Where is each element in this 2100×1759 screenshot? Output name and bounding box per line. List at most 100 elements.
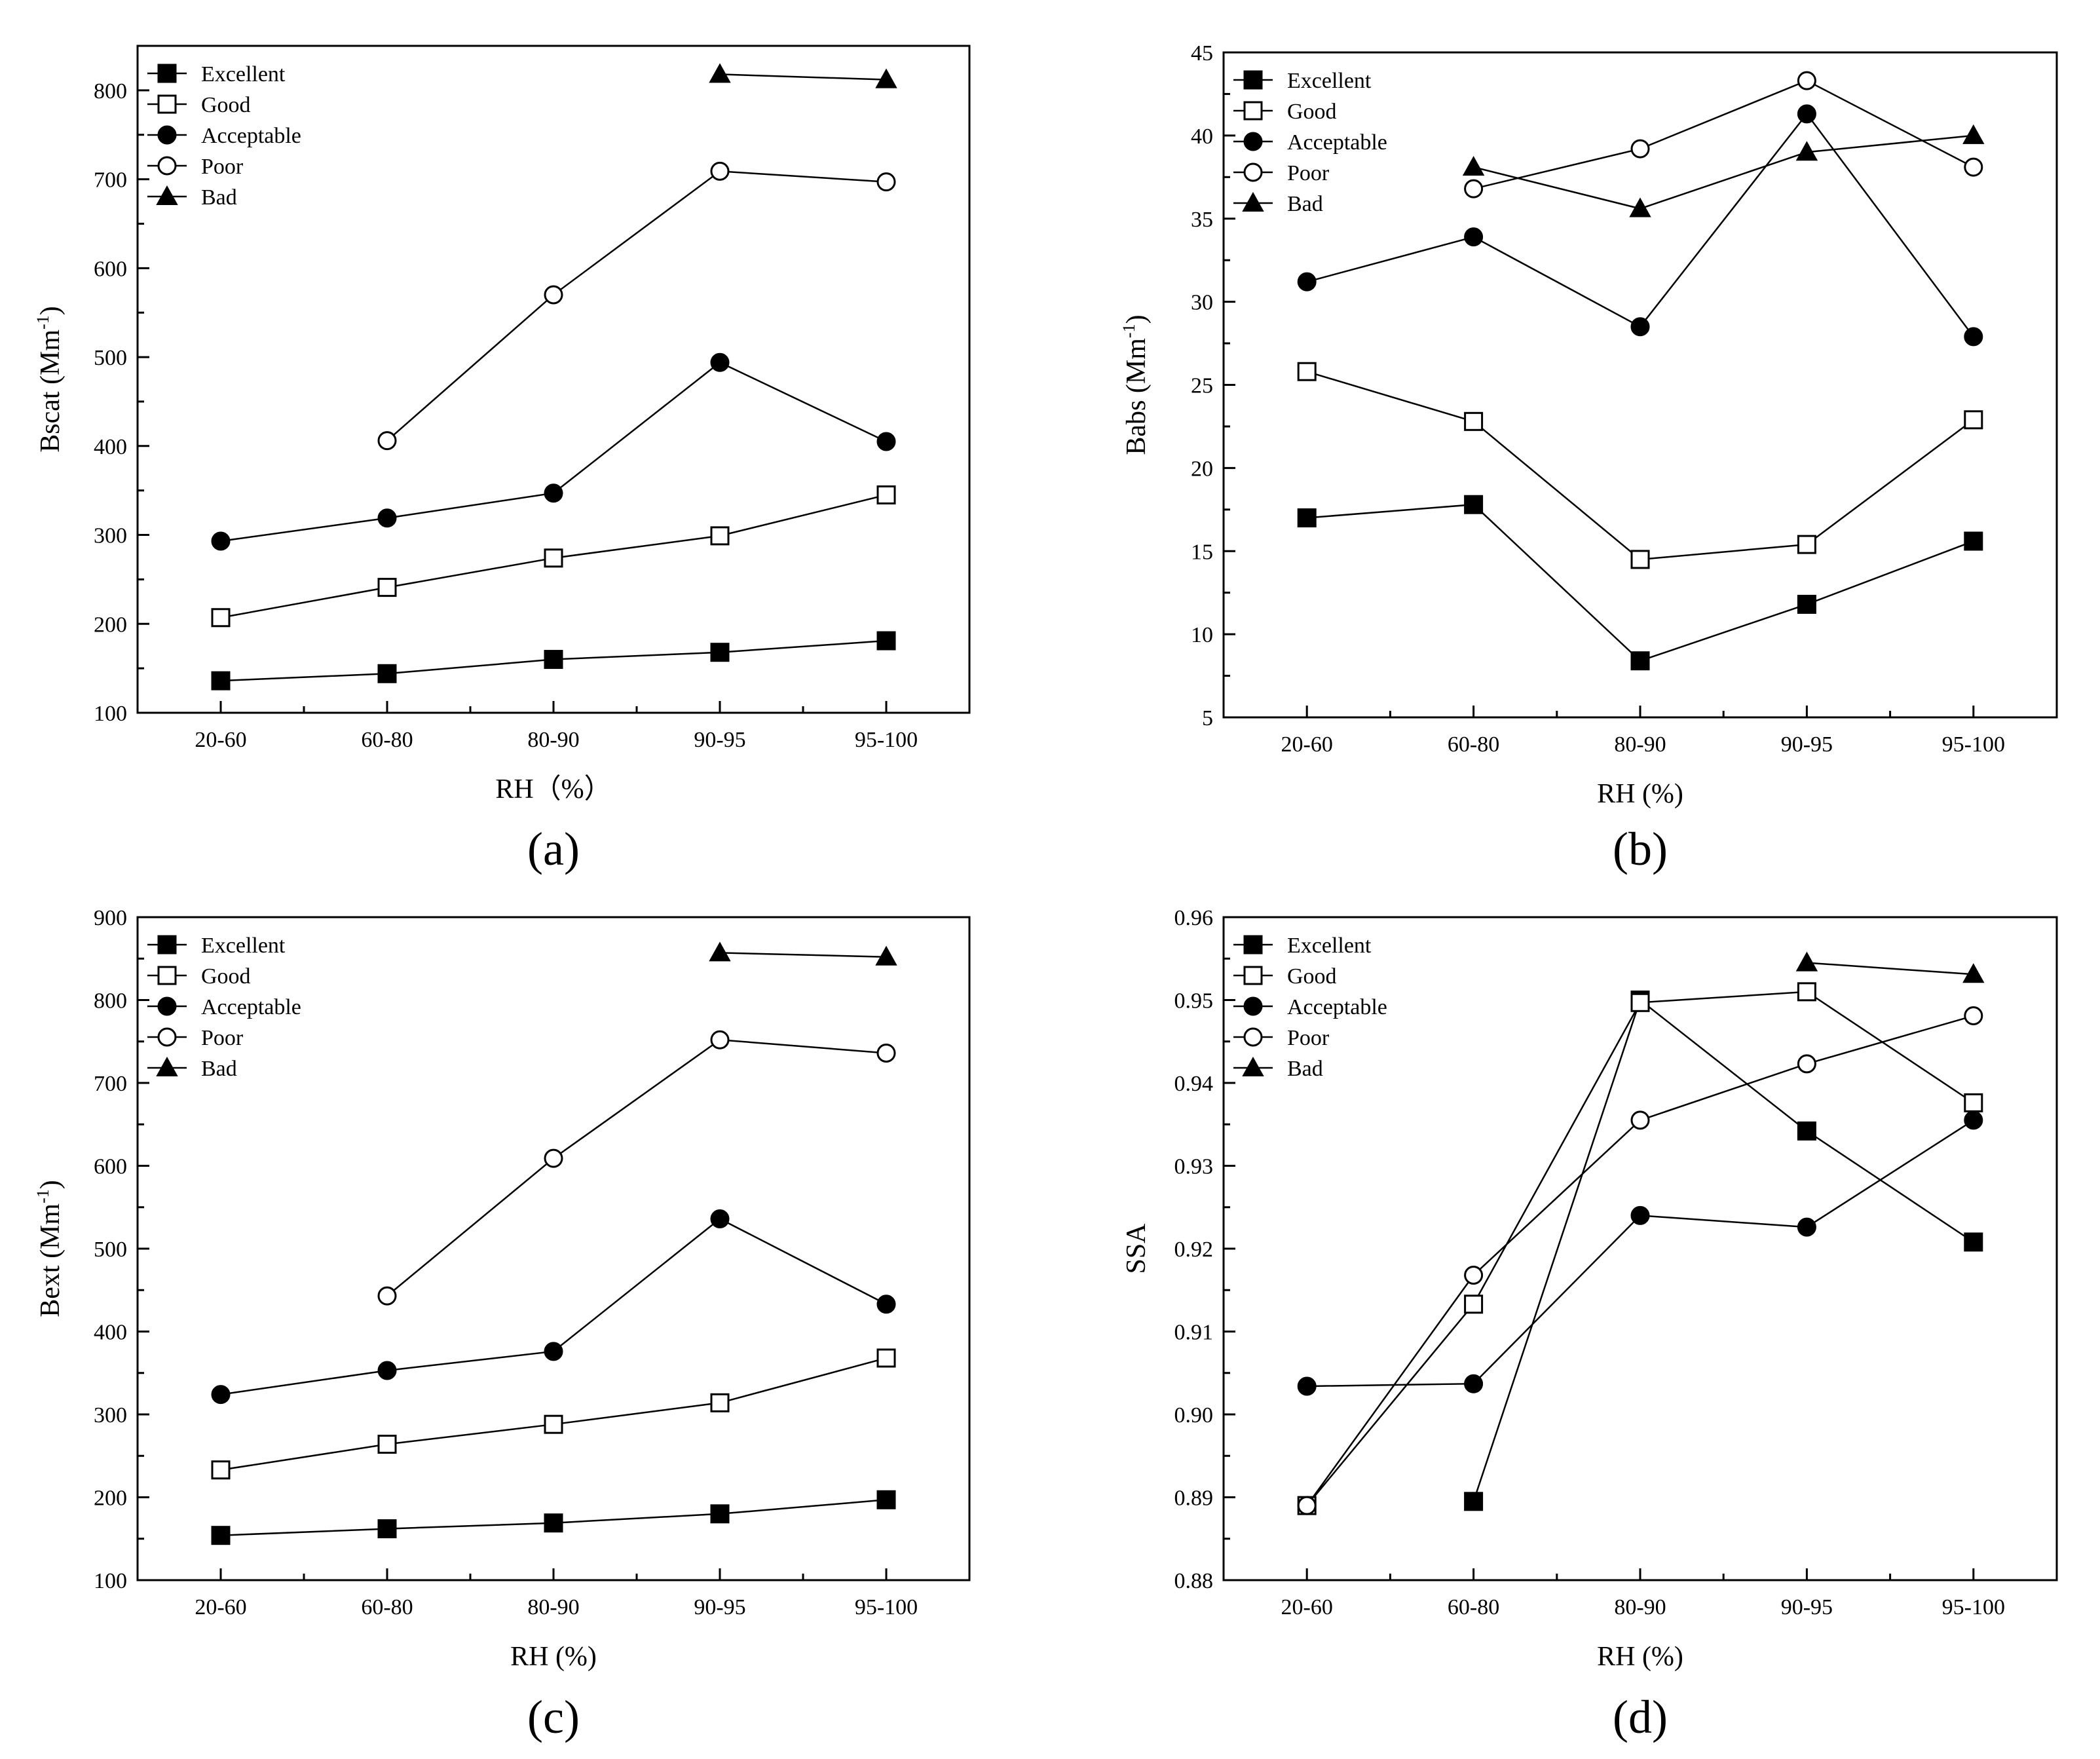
data-point-good (710, 1393, 730, 1412)
y-tick-label: 200 (94, 1486, 127, 1511)
data-point-excellent (876, 631, 896, 651)
data-point-excellent (1797, 594, 1816, 614)
x-axis-title: RH (%) (510, 1642, 597, 1672)
legend-label: Excellent (201, 62, 286, 86)
legend-label: Good (201, 93, 251, 117)
y-axis-title: Babs (Mm-1) (1119, 314, 1152, 455)
y-tick-label: 600 (94, 257, 127, 281)
x-axis-title: RH (%) (1597, 1642, 1683, 1672)
x-tick-label: 20-60 (195, 728, 246, 752)
y-tick-label: 700 (94, 1072, 127, 1096)
legend-marker-poor (1243, 162, 1263, 182)
legend-marker-poor (1243, 1027, 1263, 1047)
y-tick-label: 800 (94, 989, 127, 1013)
series-line-poor (1473, 79, 1974, 190)
y-tick-label: 500 (94, 1238, 127, 1262)
legend-marker-excellent (1243, 70, 1263, 90)
legend-label: Poor (1287, 161, 1330, 185)
data-point-excellent (544, 650, 563, 670)
x-tick-label: 60-80 (1448, 732, 1499, 757)
data-point-excellent (211, 671, 231, 690)
y-tick-label: 600 (94, 1155, 127, 1179)
y-tick-label: 0.94 (1174, 1072, 1214, 1096)
series-line-good (1306, 991, 1974, 1506)
x-tick-label: 90-95 (694, 1595, 745, 1619)
x-tick-label: 60-80 (1448, 1595, 1499, 1619)
data-point-excellent (1797, 1121, 1816, 1141)
legend-label: Bad (201, 1057, 237, 1081)
data-point-good (876, 1348, 896, 1368)
data-point-acceptable (876, 1295, 896, 1314)
legend: Excellent Good Acceptable Poor Bad (147, 62, 301, 210)
data-point-good (544, 1414, 563, 1434)
data-point-acceptable (377, 1361, 397, 1380)
legend-label: Acceptable (1287, 130, 1387, 155)
panel-label: (d) (1613, 1691, 1668, 1743)
legend-marker-bad (1242, 1056, 1264, 1076)
data-point-good (1797, 982, 1816, 1002)
data-point-acceptable (1797, 104, 1816, 124)
data-point-good (377, 578, 397, 597)
legend-marker-bad (1242, 191, 1264, 212)
data-point-poor (544, 1148, 563, 1168)
y-axis-title: SSA (1121, 1223, 1152, 1274)
y-tick-label: 40 (1191, 124, 1213, 149)
data-point-excellent (1464, 1492, 1484, 1511)
legend-label: Good (1287, 100, 1337, 124)
legend-label: Acceptable (1287, 995, 1387, 1019)
x-tick-label: 80-90 (1614, 732, 1666, 757)
data-point-acceptable (544, 483, 563, 503)
x-tick-label: 20-60 (1281, 1595, 1333, 1619)
legend-label: Poor (201, 155, 244, 179)
data-point-excellent (211, 1526, 231, 1545)
data-point-excellent (544, 1513, 563, 1533)
legend-label: Poor (201, 1026, 244, 1050)
y-tick-label: 300 (94, 524, 127, 548)
x-tick-label: 95-100 (1942, 732, 2005, 757)
y-tick-label: 45 (1191, 41, 1213, 66)
legend-label: Bad (1287, 1057, 1323, 1081)
legend-marker-excellent (1243, 935, 1263, 955)
legend-marker-excellent (157, 935, 177, 955)
y-tick-label: 30 (1191, 291, 1213, 315)
series-line-bad (719, 73, 887, 81)
data-point-excellent (1964, 1232, 1983, 1252)
x-tick-label: 95-100 (1942, 1595, 2005, 1619)
legend-label: Good (1287, 964, 1337, 989)
y-tick-label: 100 (94, 702, 127, 726)
legend: Excellent Good Acceptable Poor Bad (147, 934, 301, 1081)
data-point-acceptable (1297, 1376, 1317, 1396)
legend: Excellent Good Acceptable Poor Bad (1233, 934, 1387, 1081)
y-tick-label: 700 (94, 168, 127, 193)
x-tick-label: 20-60 (195, 1595, 246, 1619)
data-point-good (710, 526, 730, 546)
data-point-acceptable (1464, 227, 1484, 247)
x-tick-label: 60-80 (361, 728, 413, 752)
data-point-good (1630, 550, 1650, 569)
legend-marker-poor (157, 1027, 177, 1047)
legend-label: Excellent (1287, 934, 1372, 958)
data-point-bad (875, 68, 897, 88)
x-tick-label: 90-95 (1781, 732, 1833, 757)
legend: Excellent Good Acceptable Poor Bad (1233, 69, 1387, 216)
x-tick-label: 80-90 (527, 1595, 579, 1619)
legend-marker-acceptable (157, 125, 177, 145)
series-line-bad (719, 952, 887, 958)
data-point-poor (377, 431, 397, 451)
data-point-good (377, 1435, 397, 1454)
data-point-good (1964, 1093, 1983, 1112)
data-point-excellent (710, 643, 730, 662)
data-point-good (211, 608, 231, 628)
y-tick-label: 0.96 (1174, 906, 1214, 930)
series-line-acceptable (1307, 1119, 1974, 1388)
data-point-excellent (377, 1519, 397, 1539)
data-point-poor (544, 285, 563, 305)
legend-marker-acceptable (1243, 132, 1263, 151)
data-point-poor (1797, 1054, 1816, 1074)
panel-label: (a) (527, 823, 580, 875)
legend-marker-good (157, 94, 177, 114)
legend-marker-good (157, 966, 177, 985)
data-point-poor (1630, 139, 1650, 159)
data-point-poor (1464, 1265, 1484, 1285)
data-point-poor (1964, 157, 1983, 177)
